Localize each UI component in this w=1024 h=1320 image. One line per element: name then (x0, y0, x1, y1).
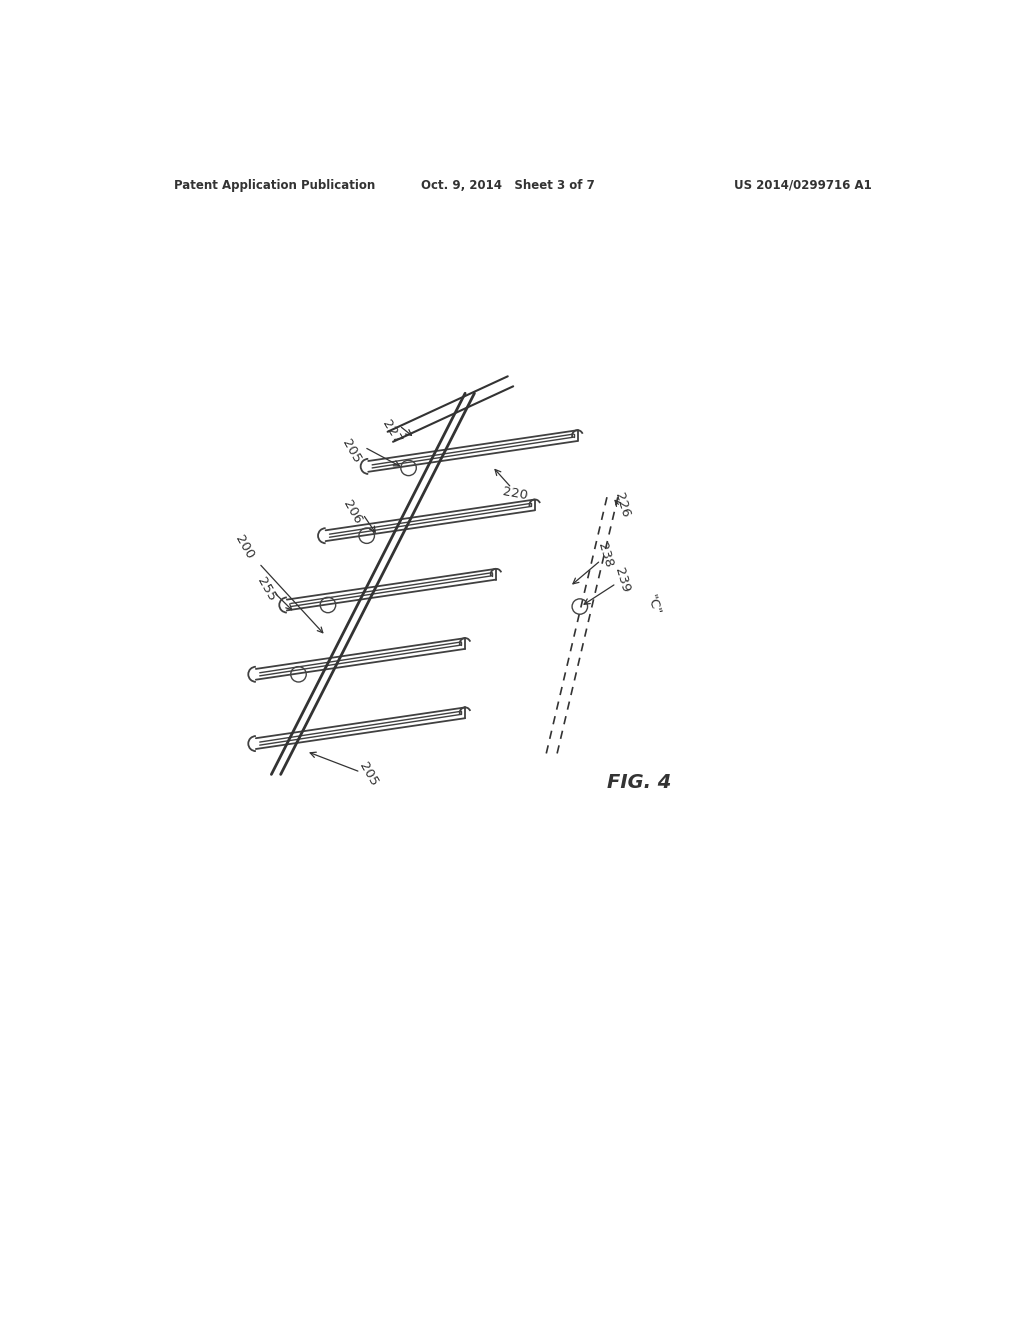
Text: 239: 239 (612, 566, 633, 594)
Text: 200: 200 (232, 533, 323, 632)
Text: "C": "C" (644, 593, 663, 616)
Text: 205: 205 (356, 760, 380, 788)
Text: 238: 238 (595, 541, 614, 569)
Text: FIG. 4: FIG. 4 (607, 772, 672, 792)
Text: 227: 227 (379, 417, 403, 446)
Text: 255: 255 (254, 576, 278, 603)
Text: 226: 226 (612, 491, 633, 519)
Text: 205: 205 (339, 437, 364, 465)
Text: Patent Application Publication: Patent Application Publication (174, 178, 376, 191)
Text: Oct. 9, 2014   Sheet 3 of 7: Oct. 9, 2014 Sheet 3 of 7 (421, 178, 595, 191)
Text: US 2014/0299716 A1: US 2014/0299716 A1 (734, 178, 872, 191)
Text: 206: 206 (341, 499, 365, 527)
Text: 220: 220 (502, 484, 529, 502)
